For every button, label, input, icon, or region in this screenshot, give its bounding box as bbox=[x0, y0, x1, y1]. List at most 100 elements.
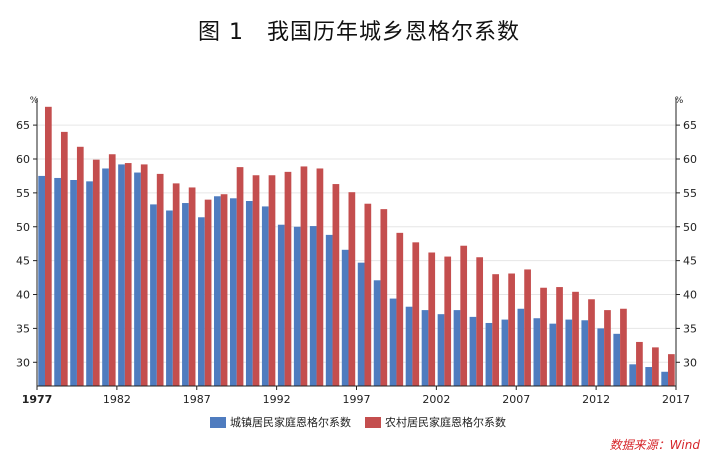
y-unit-left: % bbox=[30, 96, 39, 106]
bar-urban bbox=[357, 262, 365, 386]
bar-urban bbox=[485, 322, 493, 386]
bar-urban bbox=[214, 196, 221, 386]
bar-urban bbox=[70, 179, 77, 386]
bar-urban bbox=[405, 306, 413, 386]
legend-item-urban: 城镇居民家庭恩格尔系数 bbox=[210, 414, 351, 430]
y-tick-label-right: 35 bbox=[683, 322, 697, 335]
bar-urban bbox=[182, 203, 189, 386]
x-tick-label: 1987 bbox=[183, 393, 211, 406]
x-tick-label: 1982 bbox=[103, 393, 131, 406]
bar-rural bbox=[524, 269, 531, 386]
bar-urban bbox=[533, 318, 541, 386]
bar-rural bbox=[268, 175, 276, 386]
source-note: 数据来源：Wind bbox=[609, 438, 700, 452]
x-tick-label: 2017 bbox=[662, 393, 690, 406]
y-unit-right: % bbox=[675, 96, 684, 106]
bar-rural bbox=[476, 257, 484, 386]
bar-urban bbox=[198, 217, 205, 386]
bar-urban bbox=[453, 310, 461, 386]
bar-rural bbox=[220, 194, 228, 386]
y-tick-label-right: 40 bbox=[683, 289, 697, 302]
bar-urban bbox=[469, 316, 477, 386]
bar-rural bbox=[412, 242, 420, 386]
bar-rural bbox=[556, 287, 563, 386]
y-tick-label-right: 30 bbox=[683, 356, 697, 369]
bar-urban bbox=[645, 367, 653, 386]
y-tick-label-left: 55 bbox=[16, 187, 30, 200]
bar-urban bbox=[325, 234, 333, 386]
bar-urban bbox=[118, 164, 125, 386]
y-tick-label-left: 60 bbox=[16, 153, 30, 166]
bar-urban bbox=[437, 314, 445, 386]
bar-urban bbox=[166, 210, 173, 386]
bar-rural bbox=[172, 183, 180, 386]
bar-urban bbox=[54, 177, 61, 386]
bar-rural bbox=[108, 154, 116, 386]
y-tick-label-left: 35 bbox=[16, 322, 30, 335]
x-tick-label: 2002 bbox=[422, 393, 450, 406]
x-tick-label: 2012 bbox=[582, 393, 610, 406]
bar-urban bbox=[661, 371, 669, 386]
bar-rural bbox=[332, 184, 340, 386]
y-tick-label-right: 60 bbox=[683, 153, 697, 166]
y-tick-label-left: 65 bbox=[16, 119, 30, 132]
bar-urban bbox=[341, 249, 349, 386]
bar-rural bbox=[284, 171, 292, 386]
legend-item-rural: 农村居民家庭恩格尔系数 bbox=[365, 414, 506, 430]
y-tick-label-left: 50 bbox=[16, 221, 30, 234]
bar-rural bbox=[204, 199, 212, 386]
bar-rural bbox=[620, 308, 627, 386]
bar-rural bbox=[444, 256, 452, 386]
x-tick-label: 1997 bbox=[343, 393, 371, 406]
y-tick-label-right: 65 bbox=[683, 119, 697, 132]
bar-urban bbox=[389, 298, 397, 386]
bar-urban bbox=[102, 168, 109, 386]
bar-urban bbox=[261, 206, 269, 386]
bar-rural bbox=[252, 175, 260, 386]
bar-rural bbox=[316, 168, 324, 386]
legend-label-urban: 城镇居民家庭恩格尔系数 bbox=[230, 416, 351, 429]
bar-rural bbox=[380, 209, 388, 386]
bar-rural bbox=[140, 164, 148, 386]
bar-urban bbox=[613, 333, 621, 386]
y-tick-label-right: 45 bbox=[683, 255, 697, 268]
bar-rural bbox=[156, 173, 164, 386]
y-tick-label-left: 40 bbox=[16, 289, 30, 302]
bar-urban bbox=[597, 328, 605, 386]
bar-urban bbox=[501, 319, 509, 386]
bar-rural bbox=[508, 273, 515, 386]
legend-label-rural: 农村居民家庭恩格尔系数 bbox=[385, 416, 506, 429]
bar-rural bbox=[572, 291, 579, 386]
bar-urban bbox=[277, 224, 285, 386]
y-tick-label-left: 45 bbox=[16, 255, 30, 268]
bar-urban bbox=[309, 226, 317, 386]
bar-urban bbox=[581, 320, 589, 386]
chart-title: 图 1 我国历年城乡恩格尔系数 bbox=[198, 20, 520, 45]
bar-urban bbox=[421, 310, 429, 386]
bar-urban bbox=[293, 226, 301, 386]
bar-rural bbox=[60, 131, 68, 386]
bar-urban bbox=[86, 181, 93, 386]
bar-rural bbox=[364, 203, 372, 386]
bar-rural bbox=[460, 245, 468, 386]
bar-rural bbox=[188, 187, 196, 386]
bar-urban bbox=[38, 175, 45, 386]
y-tick-label-right: 50 bbox=[683, 221, 697, 234]
bar-rural bbox=[428, 252, 436, 386]
x-tick-label: 1977 bbox=[22, 393, 53, 406]
x-tick-label: 2007 bbox=[502, 393, 530, 406]
bar-urban bbox=[565, 319, 573, 386]
bar-urban bbox=[150, 204, 157, 386]
legend: 城镇居民家庭恩格尔系数 农村居民家庭恩格尔系数 bbox=[210, 414, 506, 430]
bar-urban bbox=[373, 280, 381, 386]
bar-rural bbox=[300, 166, 308, 386]
bar-rural bbox=[76, 146, 84, 386]
bar-rural bbox=[540, 287, 547, 386]
bar-urban bbox=[549, 323, 557, 386]
bar-urban bbox=[245, 201, 253, 386]
bar-urban bbox=[229, 198, 237, 386]
bar-rural bbox=[604, 310, 611, 386]
bar-rural bbox=[124, 163, 132, 386]
legend-swatch-rural bbox=[365, 416, 381, 428]
y-tick-label-right: 55 bbox=[683, 187, 697, 200]
